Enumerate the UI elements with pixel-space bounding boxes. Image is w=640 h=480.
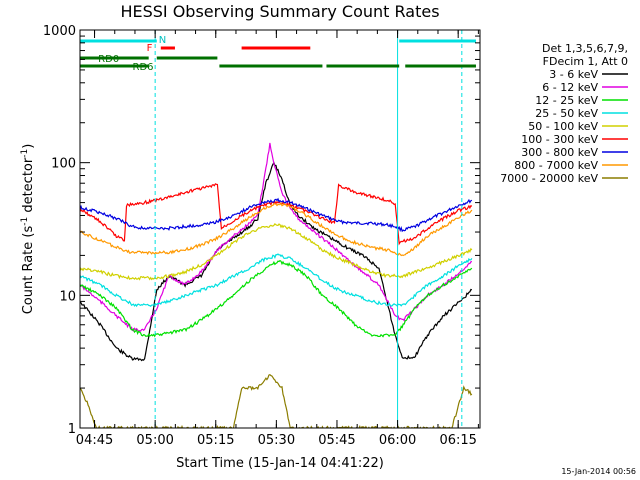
legend-label-12-25-kev: 12 - 25 keV xyxy=(535,94,598,107)
series-line-12-25-kev xyxy=(80,259,473,338)
rd0-flag-label: RD0 xyxy=(98,54,119,65)
flare-flag-label: F xyxy=(147,43,153,54)
series-line-800-7000-kev xyxy=(80,202,473,257)
x-tick-label: 04:45 xyxy=(76,433,113,448)
series-line-6-12-kev xyxy=(80,142,473,332)
y-tick-label: 100 xyxy=(51,157,76,172)
legend-title-detectors: Det 1,3,5,6,7,9, xyxy=(542,42,628,55)
legend-title-decimation: FDecim 1, Att 0 xyxy=(543,55,628,68)
x-tick-label: 05:00 xyxy=(136,433,173,448)
series-line-3-6-kev xyxy=(80,161,473,362)
series-line-7000-20000-kev xyxy=(80,374,473,428)
series-line-300-800-kev xyxy=(80,197,473,233)
legend-label-25-50-kev: 25 - 50 keV xyxy=(535,107,598,120)
x-tick-label: 05:30 xyxy=(258,433,295,448)
x-tick-label: 06:00 xyxy=(379,433,416,448)
y-tick-label: 1 xyxy=(68,422,76,437)
chart-title: HESSI Observing Summary Count Rates xyxy=(120,2,439,21)
x-tick-label: 05:45 xyxy=(318,433,355,448)
y-tick-label: 10 xyxy=(59,289,76,304)
legend-label-100-300-kev: 100 - 300 keV xyxy=(521,133,598,146)
legend-label-3-6-kev: 3 - 6 keV xyxy=(549,68,598,81)
rd6-flag-label: RD6 xyxy=(133,62,154,73)
series-line-100-300-kev xyxy=(80,183,473,246)
plot-frame xyxy=(79,29,481,429)
y-tick-label: 1000 xyxy=(43,24,76,39)
night-flag-label: N xyxy=(159,35,166,46)
legend-label-50-100-kev: 50 - 100 keV xyxy=(528,120,598,133)
legend-label-800-7000-kev: 800 - 7000 keV xyxy=(514,159,598,172)
series-line-25-50-kev xyxy=(80,253,473,308)
x-tick-label: 06:15 xyxy=(439,433,476,448)
legend-label-300-800-kev: 300 - 800 keV xyxy=(521,146,598,159)
x-tick-label: 05:15 xyxy=(197,433,234,448)
plot-timestamp: 15-Jan-2014 00:56 xyxy=(561,467,636,476)
x-axis-label: Start Time (15-Jan-14 04:41:22) xyxy=(176,456,384,471)
series-line-50-100-kev xyxy=(80,223,473,281)
legend-label-6-12-kev: 6 - 12 keV xyxy=(542,81,598,94)
legend-label-7000-20000-kev: 7000 - 20000 keV xyxy=(500,172,598,185)
y-axis-label: Count Rate (s-1 detector-1) xyxy=(20,144,36,315)
